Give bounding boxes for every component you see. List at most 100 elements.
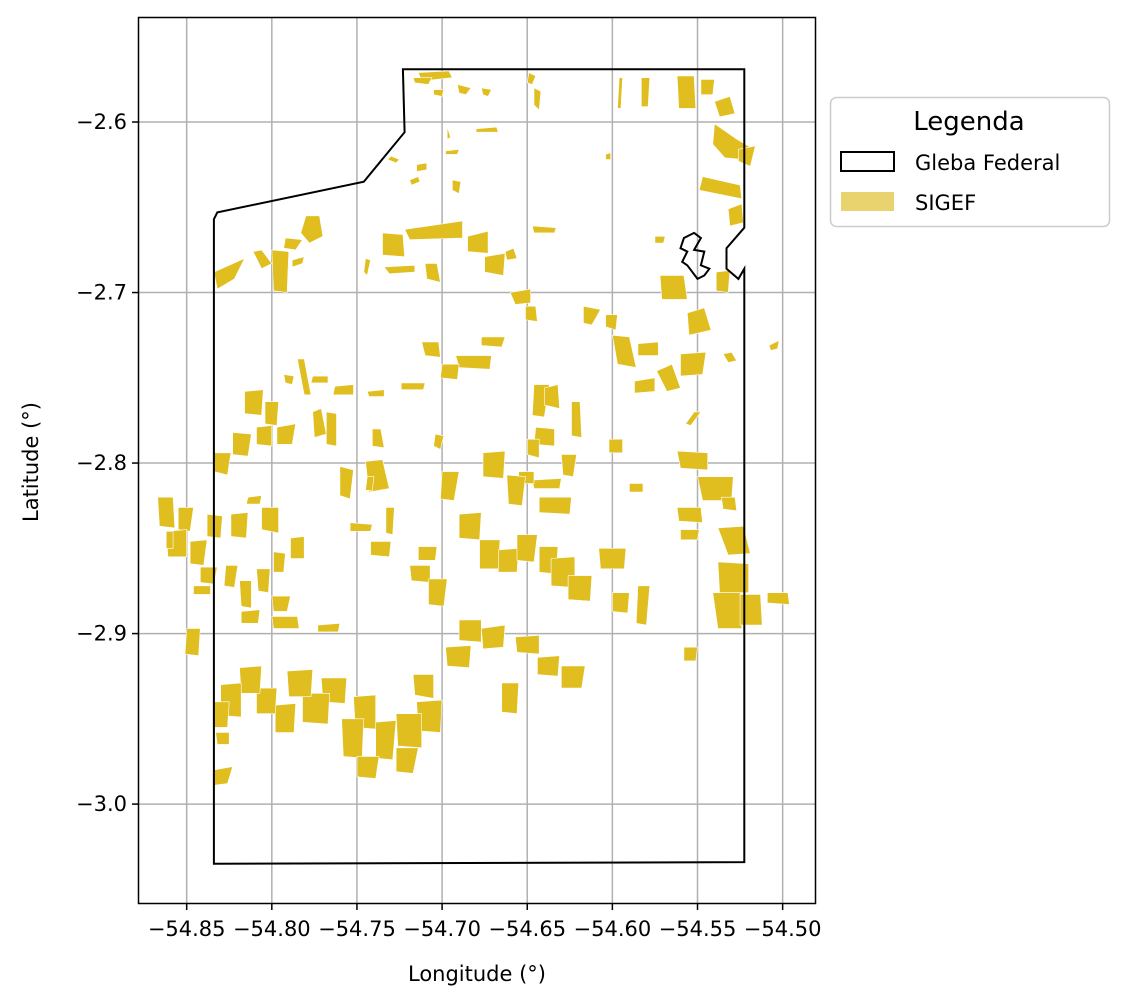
sigef-parcel [712,592,743,629]
sigef-parcel [271,249,290,293]
sigef-parcel [404,220,463,241]
sigef-parcel [440,471,460,501]
sigef-parcel [382,232,405,258]
sigef-parcel [409,565,431,583]
sigef-parcel [605,152,612,160]
y-tick-label: −2.8 [76,451,127,475]
sigef-parcel [400,382,426,391]
sigef-parcel [479,539,501,570]
sigef-parcel [375,720,397,761]
sigef-parcel [605,314,618,331]
sigef-parcel [264,401,279,426]
sigef-parcel [240,609,261,624]
sigef-parcel [480,336,506,348]
sigef-parcel [446,127,451,140]
sigef-parcel [232,432,252,457]
sigef-parcel [526,72,537,85]
sigef-parcel [612,334,637,368]
sigef-parcel [215,732,230,745]
sigef-parcel [531,225,557,234]
legend-title: Legenda [913,107,1024,137]
sigef-parcel [484,252,506,276]
sigef-parcel [286,669,314,698]
sigef-parcel [676,75,697,109]
sigef-parcel [533,87,542,111]
sigef-parcel [560,665,586,689]
sigef-parcel [283,374,295,385]
y-axis-label: Latitude (°) [19,402,43,522]
sigef-parcel [433,433,445,450]
sigef-parcel [501,682,520,715]
x-tick-label: −54.80 [233,917,311,941]
sigef-parcel [659,275,688,300]
sigef-parcel [480,624,506,650]
sigef-parcel [370,541,392,558]
sigef-parcel [412,674,434,699]
x-tick-label: −54.70 [403,917,481,941]
sigef-parcel [421,341,441,358]
sigef-parcel [714,96,736,118]
sigef-parcel [467,230,489,254]
x-axis-ticks: −54.85 −54.80 −54.75 −54.70 −54.65 −54.60 −54.… [148,903,822,941]
sigef-parcel [409,176,421,186]
sigef-parcel [297,358,312,396]
sigef-parcel [571,401,583,438]
sigef-parcel [560,454,577,478]
sigef-parcel [165,530,174,549]
sigef-parcel [300,215,324,244]
sigef-parcel [317,622,341,633]
sigef-parcel [239,580,252,609]
sigef-parcel [715,270,731,293]
sigef-parcel [475,126,499,133]
sigef-parcel [698,176,743,200]
sigef-parcel [256,568,271,594]
sigef-parcel [543,384,560,409]
sigef-parcel [768,339,780,351]
sigef-parcel [738,145,756,167]
sigef-parcel [458,619,482,643]
sigef-parcel [514,634,540,655]
gridlines [139,18,815,903]
sigef-parcel [385,507,395,536]
sigef-parcel [537,655,560,677]
sigef-parcel [273,551,286,573]
sigef-parcel [276,423,297,445]
sigef-parcel [685,411,702,426]
sigef-parcel [433,89,445,97]
sigef-parcel [271,595,291,612]
sigef-parcel [680,529,700,541]
sigef-parcel [271,616,300,629]
legend-label-gleba: Gleba Federal [915,151,1060,175]
sigef-parcel [445,148,460,155]
sigef-parcel [230,512,249,539]
sigef-parcel [531,478,562,489]
gleba-boundary-layer [212,68,746,865]
sigef-parcel [617,77,623,109]
sigef-parcel [223,565,239,588]
sigef-parcel [252,249,273,270]
sigef-parcel [244,389,264,416]
sigef-parcel [339,466,354,500]
sigef-parcel [506,474,526,507]
sigef-parcel [482,450,506,479]
sigef-parcel [567,575,593,602]
sigef-parcel [654,236,666,244]
sigef-parcel [356,756,380,779]
sigef-parcel [365,476,375,491]
sigef-parcel [302,692,331,725]
sigef-parcel [366,389,385,397]
sigef-parcel [412,77,433,85]
sigef-parcel [445,645,472,669]
sigef-parcel [676,507,703,524]
x-tick-label: −54.65 [488,917,566,941]
sigef-parcel [683,646,698,662]
sigef-parcel [766,592,790,605]
sigef-parcel [291,256,305,268]
sigef-parcel [525,305,538,322]
sigef-parcel [686,307,712,336]
sigef-parcel [717,561,749,594]
sigef-parcel [395,713,423,749]
sigef-parcel [395,747,419,774]
sigef-parcel [332,384,354,396]
sigef-parcel [341,718,365,759]
